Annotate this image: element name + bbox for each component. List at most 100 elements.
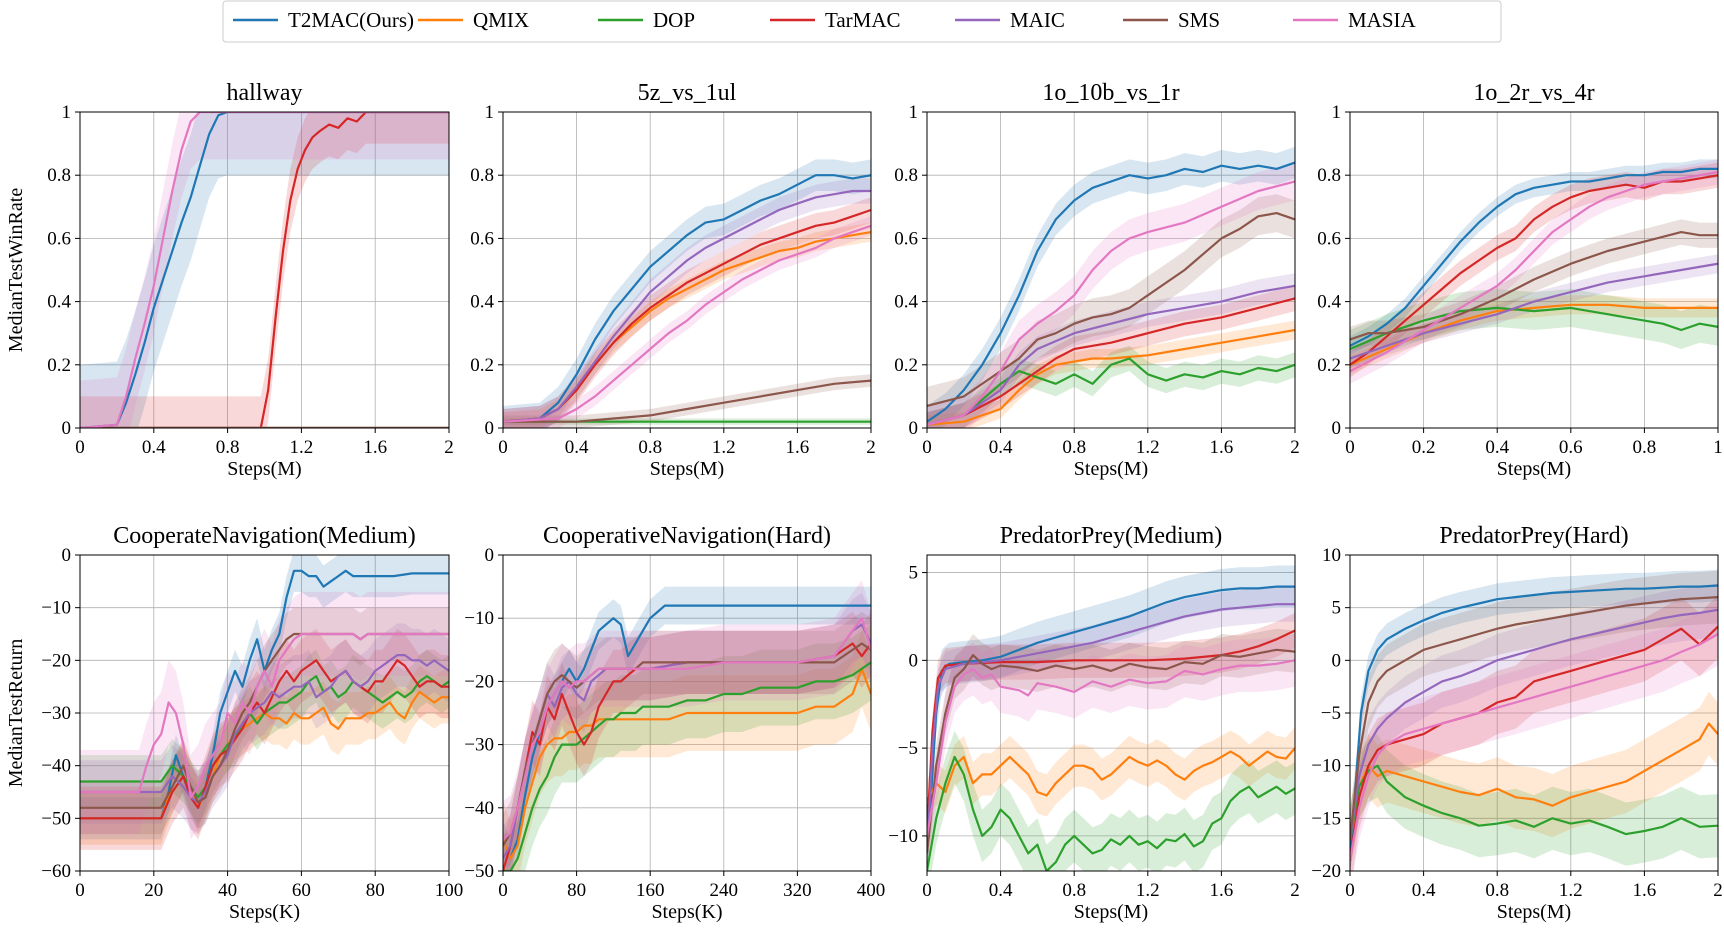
series-line-1-0 (503, 174, 871, 423)
xtick-label-0-4: 1.6 (363, 437, 387, 458)
subplot-title-4: CooperateNavigation(Medium) (113, 523, 416, 549)
legend-label-4: MAIC (1010, 8, 1065, 32)
series-line-7-0 (1350, 584, 1718, 861)
ytick-label-1-1: 0.2 (470, 355, 494, 376)
xtick-label-4-0: 0 (75, 880, 85, 901)
ytick-label-7-3: −5 (1321, 703, 1341, 724)
legend-label-1: QMIX (473, 8, 529, 32)
xtick-label-4-5: 100 (435, 880, 464, 901)
band-3-3 (1350, 162, 1718, 378)
plot-area-7 (1350, 569, 1718, 871)
plot-area-4 (80, 555, 449, 850)
band-6-3 (927, 612, 1295, 854)
ytick-label-0-3: 0.6 (47, 228, 71, 249)
xtick-label-5-1: 80 (567, 880, 586, 901)
xtick-label-0-1: 0.4 (142, 437, 166, 458)
band-1-6 (503, 216, 871, 428)
xtick-label-4-3: 60 (292, 880, 311, 901)
series-line-2-6 (927, 180, 1295, 426)
x-axis-label-4: Steps(K) (229, 901, 300, 923)
ytick-label-2-3: 0.6 (894, 228, 918, 249)
xtick-label-2-4: 1.6 (1210, 437, 1234, 458)
xtick-label-6-4: 1.6 (1210, 880, 1234, 901)
band-7-2 (1350, 734, 1718, 871)
series-line-1-6 (503, 224, 871, 423)
ytick-label-1-2: 0.4 (470, 292, 494, 313)
xtick-label-6-5: 2 (1290, 880, 1300, 901)
ytick-label-1-5: 1 (485, 102, 495, 123)
subplot-title-3: 1o_2r_vs_4r (1473, 80, 1594, 106)
series-line-1-3 (503, 208, 871, 423)
xtick-label-6-0: 0 (922, 880, 932, 901)
band-5-6 (503, 580, 871, 871)
xtick-label-7-4: 1.6 (1633, 880, 1657, 901)
band-5-2 (503, 624, 871, 871)
series-line-6-4 (927, 603, 1295, 854)
x-axis-label-5: Steps(K) (651, 901, 722, 923)
series-line-3-6 (1350, 170, 1718, 373)
axes-frame-3 (1349, 111, 1719, 429)
xtick-label-0-5: 2 (444, 437, 454, 458)
series-line-2-0 (927, 161, 1295, 423)
ytick-label-0-2: 0.4 (47, 292, 71, 313)
series-line-0-0 (80, 112, 449, 428)
ytick-label-1-0: 0 (485, 418, 495, 439)
series-line-0-3 (80, 112, 449, 428)
series-line-4-6 (80, 632, 449, 799)
subplot-title-6: PredatorPrey(Medium) (1000, 523, 1223, 549)
x-axis-label-2: Steps(M) (1074, 458, 1148, 480)
axes-frame-0 (79, 111, 450, 429)
ytick-label-4-5: −10 (41, 598, 71, 619)
xtick-label-7-0: 0 (1345, 880, 1355, 901)
band-3-1 (1350, 295, 1718, 375)
ytick-label-5-5: 0 (485, 545, 495, 566)
subplot-1: 0 0.4 0.8 1.2 1.6 2 0 0.2 0.4 0.6 0.8 1 5z_vs_1ul Ste… (470, 80, 876, 480)
band-4-6 (80, 591, 449, 840)
xtick-label-0-0: 0 (75, 437, 85, 458)
ytick-label-7-5: 5 (1332, 598, 1342, 619)
series-line-7-6 (1350, 633, 1718, 861)
series-line-7-1 (1350, 722, 1718, 840)
xtick-label-3-5: 1 (1713, 437, 1723, 458)
band-1-1 (503, 222, 871, 428)
legend-label-6: MASIA (1348, 8, 1417, 32)
xtick-label-5-4: 320 (783, 880, 812, 901)
series-line-2-3 (927, 297, 1295, 426)
axes-frame-5 (502, 554, 872, 872)
ytick-label-5-1: −40 (464, 798, 494, 819)
plot-area-1 (503, 159, 871, 428)
x-axis-label-3: Steps(M) (1497, 458, 1571, 480)
band-1-3 (503, 197, 871, 428)
subplot-0: 0 0.4 0.8 1.2 1.6 2 0 0.2 0.4 0.6 0.8 1 hallway Steps… (5, 80, 454, 480)
series-line-6-6 (927, 659, 1295, 837)
ytick-label-0-5: 1 (62, 102, 72, 123)
xtick-label-5-3: 240 (710, 880, 739, 901)
series-line-7-5 (1350, 596, 1718, 840)
series-line-1-4 (503, 189, 871, 423)
xtick-label-1-3: 1.2 (712, 437, 736, 458)
ytick-label-2-0: 0 (909, 418, 919, 439)
band-2-5 (927, 194, 1295, 425)
subplot-title-7: PredatorPrey(Hard) (1439, 523, 1628, 549)
subplot-3: 0 0.2 0.4 0.6 0.8 1 0 0.2 0.4 0.6 0.8 1 1o_2r_vs_4r S… (1317, 80, 1723, 480)
plot-area-0 (80, 112, 449, 428)
ytick-label-3-1: 0.2 (1317, 355, 1341, 376)
plot-area-5 (503, 580, 871, 871)
band-7-1 (1350, 691, 1718, 871)
ytick-label-7-6: 10 (1322, 545, 1341, 566)
subplot-title-1: 5z_vs_1ul (638, 80, 737, 106)
xtick-label-2-2: 0.8 (1062, 437, 1086, 458)
x-axis-label-6: Steps(M) (1074, 901, 1148, 923)
series-line-0-6 (80, 112, 449, 428)
x-axis-label-0: Steps(M) (227, 458, 301, 480)
x-axis-label-1: Steps(M) (650, 458, 724, 480)
xtick-label-7-1: 0.4 (1412, 880, 1436, 901)
xtick-label-2-1: 0.4 (989, 437, 1013, 458)
ytick-label-3-0: 0 (1332, 418, 1342, 439)
plot-area-3 (1350, 159, 1718, 384)
band-3-2 (1350, 289, 1718, 368)
y-axis-label-0: MedianTestWinRate (5, 188, 27, 353)
legend-frame (222, 0, 1502, 43)
series-line-6-5 (927, 648, 1295, 854)
xtick-label-1-0: 0 (498, 437, 508, 458)
